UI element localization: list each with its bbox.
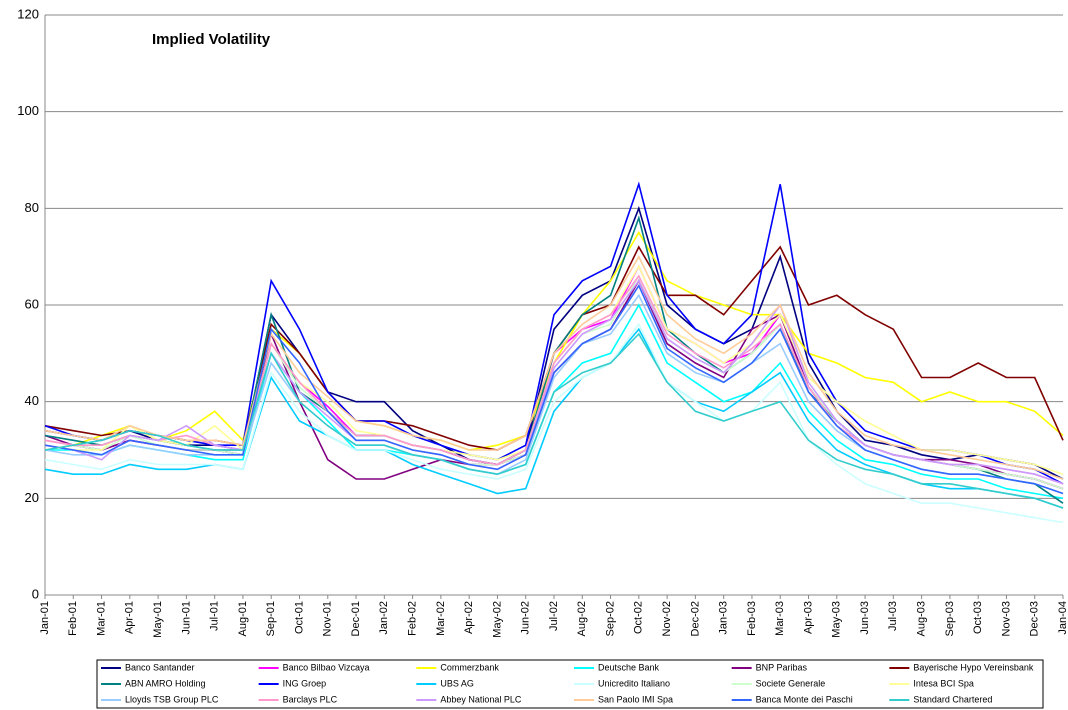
legend-label: BNP Paribas [756,662,808,672]
x-tick-label: Apr-03 [802,601,814,634]
x-tick-label: Feb-02 [407,601,419,636]
x-tick-label: Oct-03 [972,601,984,634]
series-line [44,332,1064,509]
legend-label: Lloyds TSB Group PLC [125,694,219,704]
y-tick-label: 80 [25,200,39,215]
legend-label: ING Groep [283,678,327,688]
y-tick-label: 40 [25,393,39,408]
x-tick-label: Feb-01 [67,601,79,636]
x-tick-label: Jan-01 [39,601,51,635]
x-tick-label: Sep-03 [944,601,956,636]
chart-title: Implied Volatility [152,31,271,48]
x-tick-label: Mar-03 [774,601,786,636]
x-tick-label: Nov-02 [661,601,673,636]
x-tick-label: May-02 [491,601,503,638]
legend-label: Banco Bilbao Vizcaya [283,662,370,672]
x-tick-label: Jan-02 [378,601,390,635]
series-line [44,255,1064,480]
x-tick-label: Mar-02 [435,601,447,636]
x-tick-label: Jul-03 [887,601,899,631]
y-tick-label: 0 [32,586,39,601]
legend-label: Bayerische Hypo Vereinsbank [913,662,1034,672]
x-tick-label: Sep-02 [604,601,616,636]
y-tick-label: 20 [25,490,39,505]
series-line [44,284,1064,495]
legend-label: Commerzbank [440,662,499,672]
y-tick-label: 100 [17,103,39,118]
x-tick-label: Jun-02 [520,601,532,635]
x-tick-label: Jul-01 [209,601,221,631]
x-tick-label: Apr-01 [124,601,136,634]
series-line [44,279,1064,485]
x-tick-label: Dec-01 [350,601,362,636]
legend-label: Banca Monte dei Paschi [756,694,853,704]
x-tick-label: Aug-03 [916,601,928,636]
legend-label: Barclays PLC [283,694,338,704]
x-tick-label: Jun-03 [859,601,871,635]
series-line [44,230,1064,451]
legend-label: Societe Generale [756,678,826,688]
y-tick-label: 120 [17,6,39,21]
series-line [44,322,1064,524]
legend-label: Standard Chartered [913,694,992,704]
legend-label: UBS AG [440,678,474,688]
x-tick-label: Nov-03 [1000,601,1012,636]
x-tick-label: Sep-01 [265,601,277,636]
x-tick-label: Dec-02 [689,601,701,636]
y-tick-label: 60 [25,296,39,311]
x-tick-label: Jan-03 [718,601,730,635]
x-tick-label: Feb-03 [746,601,758,636]
legend-label: Unicredito Italiano [598,678,670,688]
x-tick-label: Mar-01 [95,601,107,636]
x-tick-label: Jan-04 [1057,601,1068,635]
legend-label: Banco Santander [125,662,195,672]
x-tick-label: May-01 [152,601,164,638]
x-tick-label: Oct-02 [633,601,645,634]
x-tick-label: Oct-01 [293,601,305,634]
legend-label: ABN AMRO Holding [125,678,206,688]
legend-label: Intesa BCI Spa [913,678,974,688]
x-tick-label: Aug-01 [237,601,249,636]
x-tick-label: Aug-02 [576,601,588,636]
x-tick-label: Jul-02 [548,601,560,631]
x-tick-label: May-03 [831,601,843,638]
legend-label: San Paolo IMI Spa [598,694,673,704]
legend-label: Abbey National PLC [440,694,522,704]
series-line [44,245,1064,451]
series-line [44,215,1064,504]
legend-label: Deutsche Bank [598,662,660,672]
x-tick-label: Nov-01 [322,601,334,636]
legend-box [96,659,1044,709]
x-tick-label: Jun-01 [180,601,192,635]
x-tick-label: Apr-02 [463,601,475,634]
x-tick-label: Dec-03 [1029,601,1041,636]
